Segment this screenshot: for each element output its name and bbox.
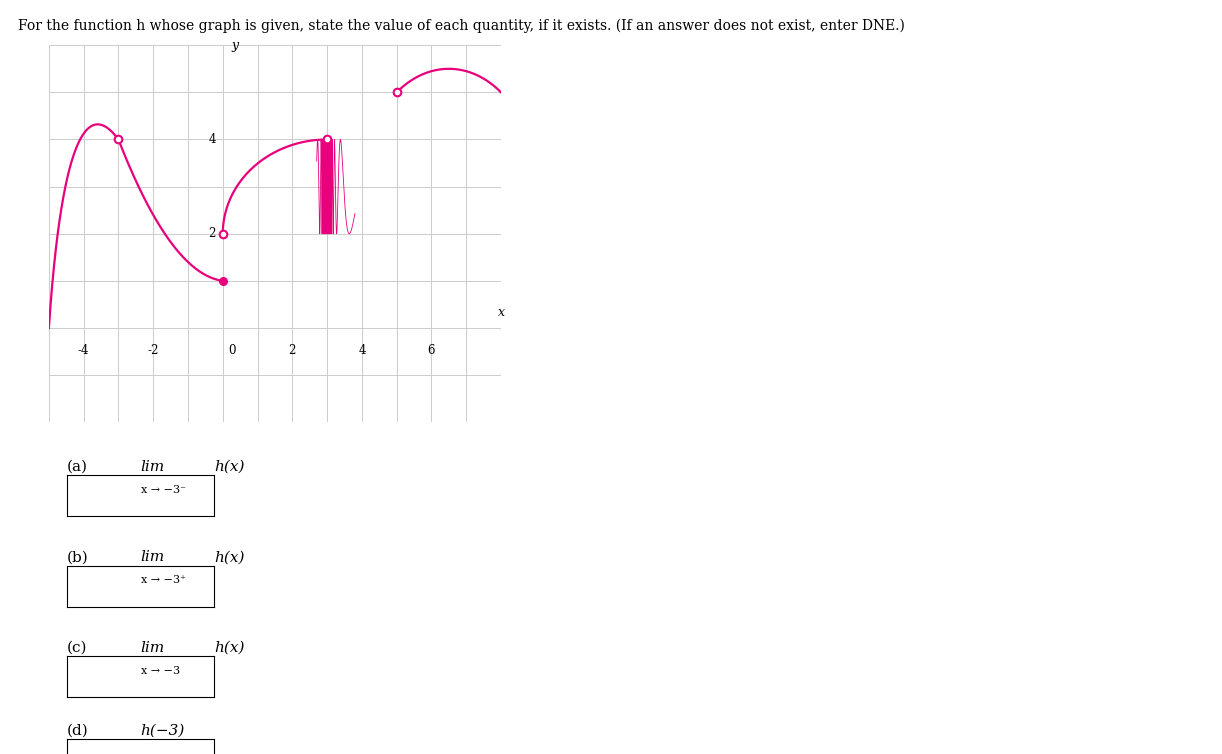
Text: x → −3: x → −3 xyxy=(141,666,180,676)
Text: 0: 0 xyxy=(229,345,236,357)
Text: (b): (b) xyxy=(67,550,89,565)
Text: lim: lim xyxy=(141,641,165,655)
Text: (a): (a) xyxy=(67,460,88,474)
Text: h(x): h(x) xyxy=(214,460,244,474)
Text: -4: -4 xyxy=(78,345,89,357)
Text: 4: 4 xyxy=(358,345,365,357)
Text: x → −3⁺: x → −3⁺ xyxy=(141,575,186,585)
Text: 2: 2 xyxy=(209,227,216,241)
Text: lim: lim xyxy=(141,460,165,474)
Text: x: x xyxy=(497,306,505,319)
Text: y: y xyxy=(231,38,238,52)
Text: -2: -2 xyxy=(148,345,159,357)
Text: h(−3): h(−3) xyxy=(141,724,185,738)
Text: (d): (d) xyxy=(67,724,89,738)
Text: 6: 6 xyxy=(428,345,435,357)
Text: For the function h whose graph is given, state the value of each quantity, if it: For the function h whose graph is given,… xyxy=(18,19,906,33)
Text: 4: 4 xyxy=(208,133,216,146)
Text: h(x): h(x) xyxy=(214,550,244,565)
Text: h(x): h(x) xyxy=(214,641,244,655)
Text: 2: 2 xyxy=(288,345,296,357)
Text: x → −3⁻: x → −3⁻ xyxy=(141,485,186,495)
Text: (c): (c) xyxy=(67,641,88,655)
Text: lim: lim xyxy=(141,550,165,565)
